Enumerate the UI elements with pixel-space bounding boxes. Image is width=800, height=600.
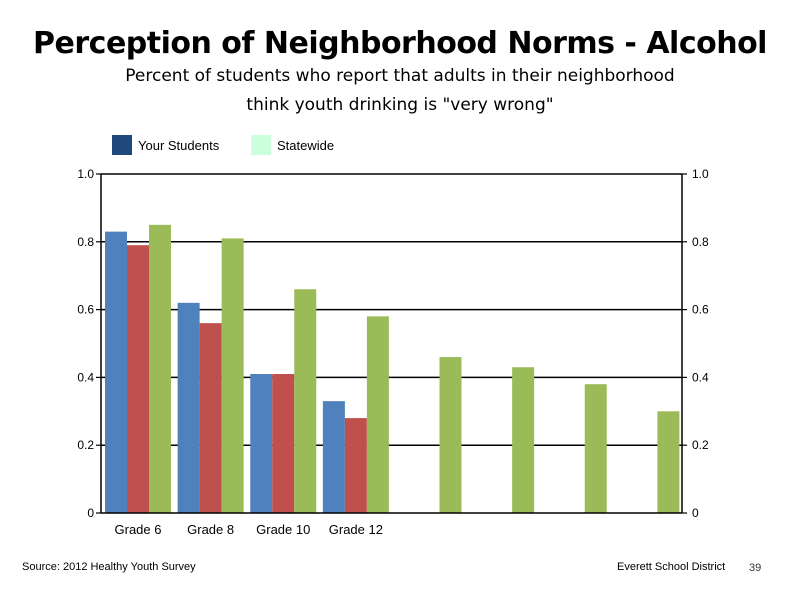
bar [322, 401, 345, 513]
bar [272, 374, 295, 513]
bar [199, 323, 222, 513]
y-tick-label-right: 0 [692, 506, 699, 520]
x-tick-label: Grade 8 [187, 522, 234, 537]
bar [221, 238, 244, 513]
x-tick-label: Grade 10 [256, 522, 310, 537]
bar [294, 289, 317, 513]
legend-swatch-your-students [112, 135, 132, 155]
y-tick-label-right: 0.6 [692, 303, 709, 317]
bar [584, 384, 607, 513]
bar [439, 357, 462, 513]
chart-title: Perception of Neighborhood Norms - Alcoh… [33, 26, 767, 61]
bar [366, 316, 389, 513]
y-tick-label-left: 0.4 [77, 370, 94, 384]
y-tick-label-left: 0.2 [77, 438, 94, 452]
source-note: Source: 2012 Healthy Youth Survey [22, 561, 196, 573]
y-tick-label-right: 0.2 [692, 438, 709, 452]
y-tick-label-right: 0.4 [692, 370, 709, 384]
bar [657, 411, 680, 513]
bar [512, 367, 535, 513]
y-tick-label-left: 0.6 [77, 303, 94, 317]
bar [105, 231, 127, 513]
y-tick-label-right: 1.0 [692, 167, 709, 181]
bar [177, 302, 200, 513]
y-tick-label-right: 0.8 [692, 235, 709, 249]
legend-swatch-statewide [251, 135, 271, 155]
bar [250, 374, 273, 513]
x-tick-label: Grade 6 [115, 522, 162, 537]
y-tick-label-left: 0 [87, 506, 94, 520]
bar [344, 418, 367, 513]
chart-subtitle-line1: Percent of students who report that adul… [125, 66, 675, 86]
y-tick-label-left: 0.8 [77, 235, 94, 249]
bar [127, 245, 149, 513]
bar [149, 224, 171, 513]
legend-label-statewide: Statewide [277, 138, 335, 153]
legend-label-your-students: Your Students [138, 138, 220, 153]
x-tick-label: Grade 12 [329, 522, 383, 537]
chart-subtitle-line2: think youth drinking is "very wrong" [246, 95, 554, 115]
page-number: 39 [749, 562, 762, 574]
district-name: Everett School District [617, 561, 726, 573]
y-tick-label-left: 1.0 [77, 167, 94, 181]
